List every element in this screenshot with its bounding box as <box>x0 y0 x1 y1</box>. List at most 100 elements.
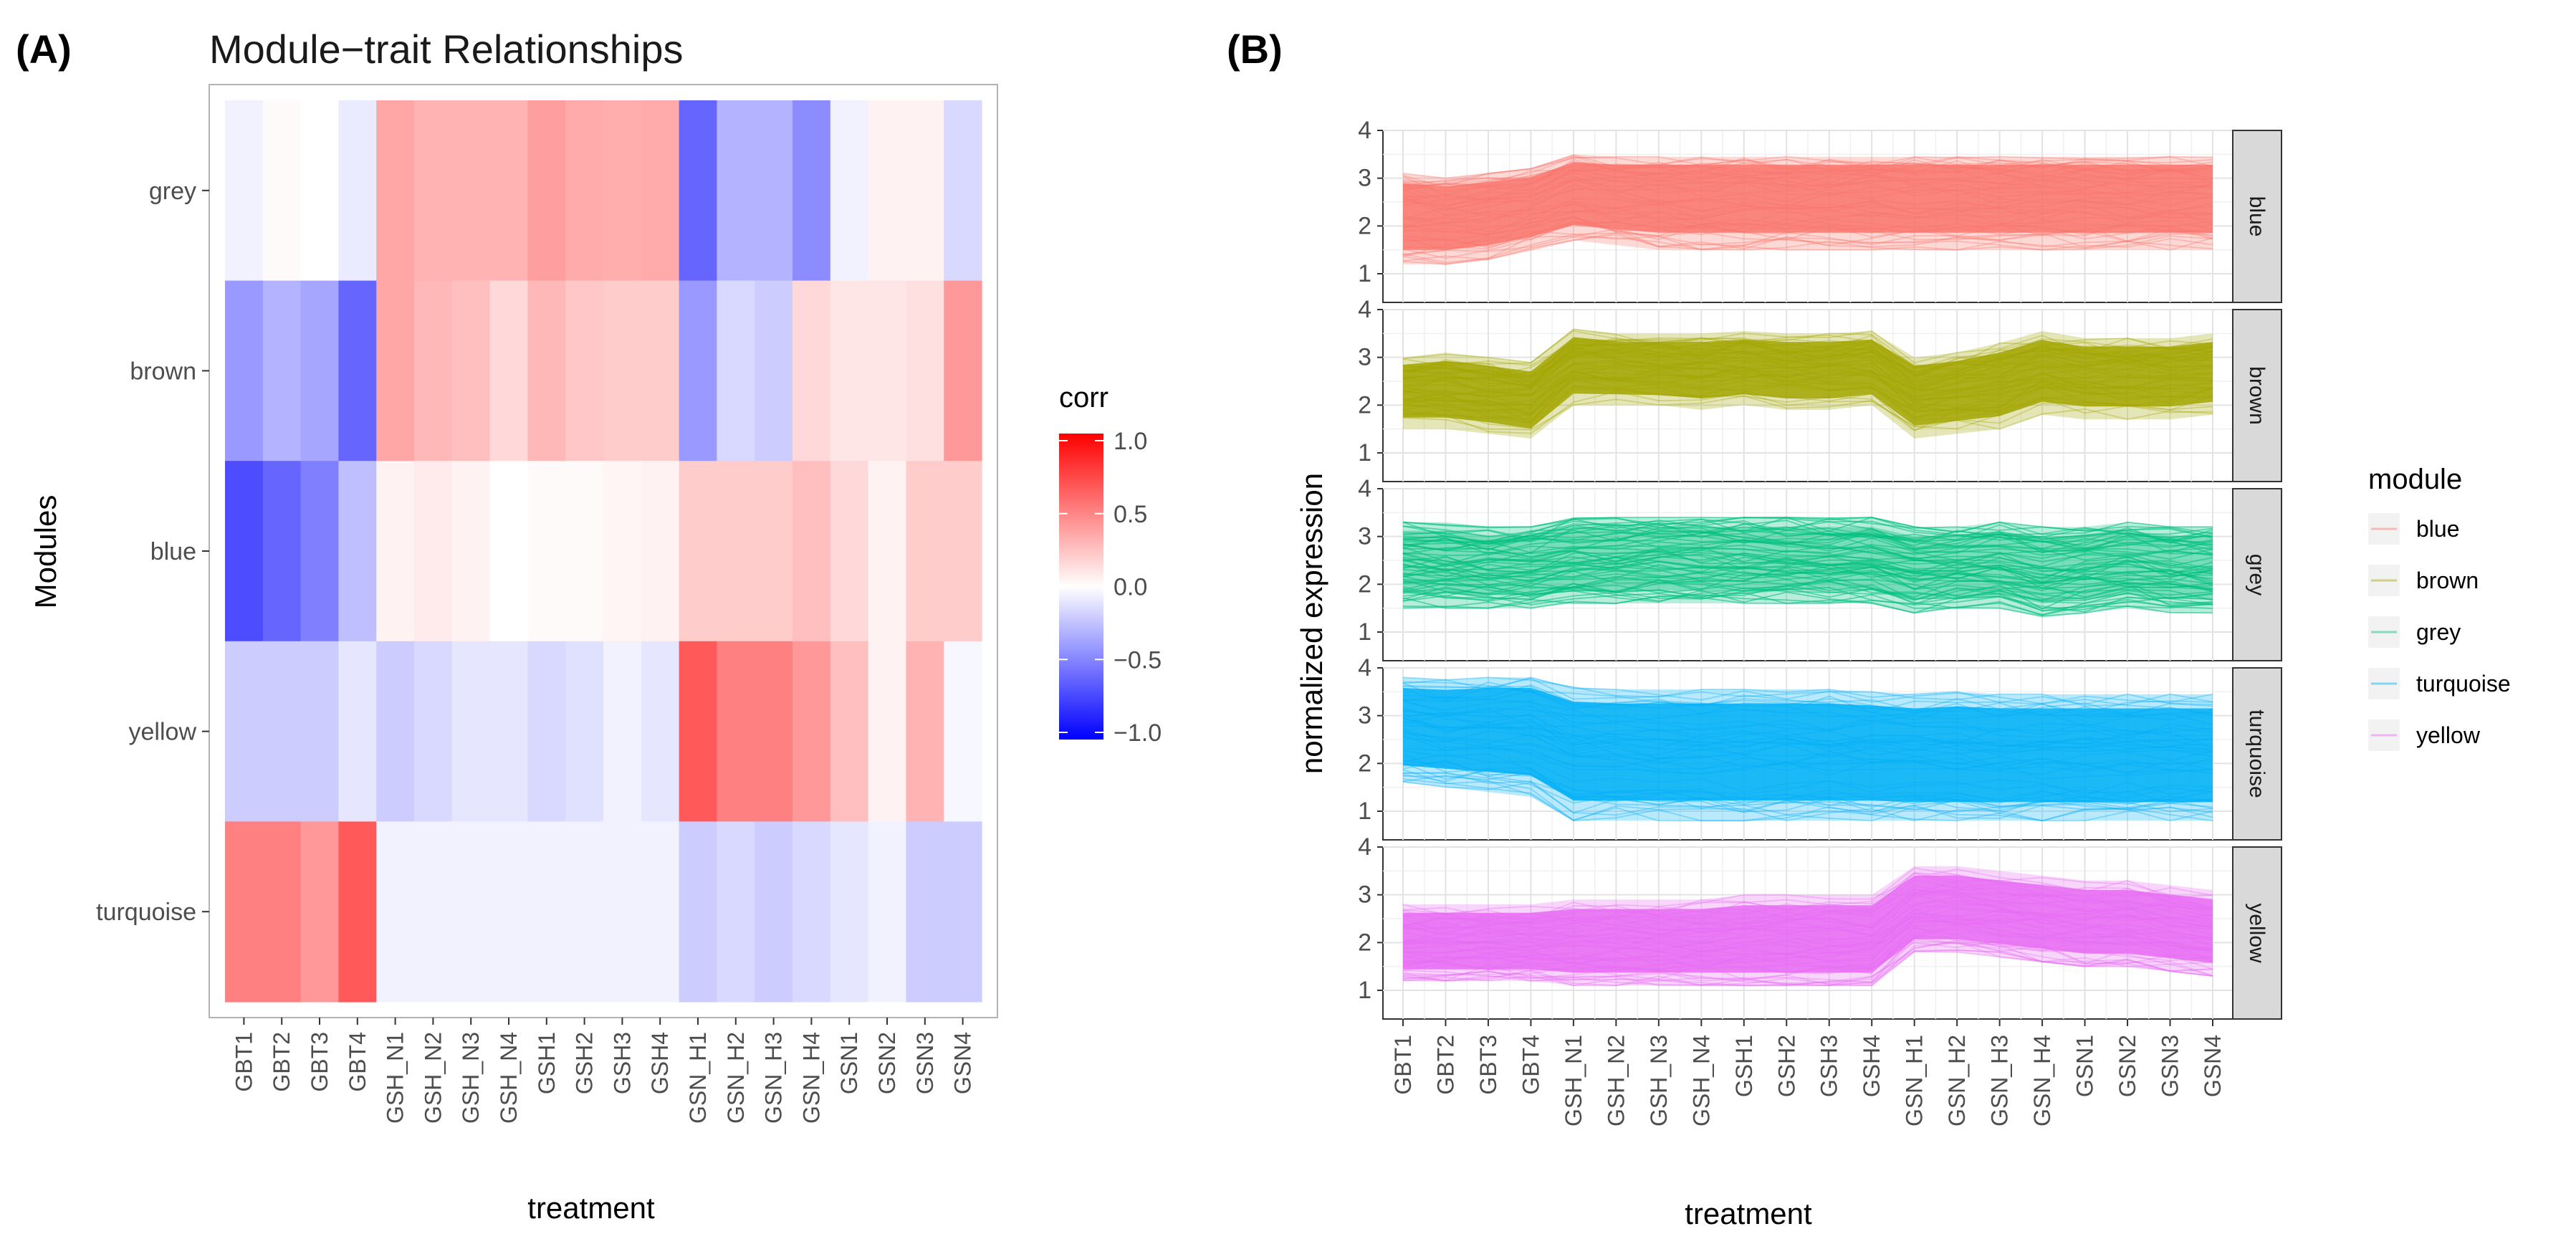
series-trace-grey <box>1402 531 2213 556</box>
corr-legend-tick-label: 1.0 <box>1114 428 1147 455</box>
heatmap-y-tick-label: blue <box>150 538 196 565</box>
series-trace-yellow <box>1402 949 2213 987</box>
series-trace-turquoise <box>1402 733 2213 772</box>
heatmap-x-tick-label: GBT3 <box>307 1032 332 1092</box>
heatmap-x-tick-label: GBT2 <box>269 1032 295 1092</box>
heatmap-y-tick-label: turquoise <box>96 899 196 926</box>
facet-strip <box>2232 488 2282 661</box>
facet-strip-label: turquoise <box>2245 709 2269 798</box>
series-trace-grey <box>1402 570 2213 594</box>
series-trace-turquoise <box>1402 753 2213 793</box>
heatmap-cell <box>868 821 906 1003</box>
panel-label-b: (B) <box>1227 27 1283 72</box>
series-trace-turquoise <box>1402 747 2213 780</box>
heatmap-cell <box>489 821 528 1003</box>
heatmap-cell <box>906 461 944 642</box>
series-trace-brown <box>1402 345 2213 386</box>
series-trace-turquoise <box>1402 686 2213 717</box>
heatmap-cell <box>755 641 793 822</box>
line-x-tick-label: GSH3 <box>1816 1035 1842 1097</box>
series-trace-brown <box>1402 372 2213 412</box>
series-trace-blue <box>1402 158 2213 188</box>
series-trace-turquoise <box>1402 750 2213 796</box>
series-trace-brown <box>1402 338 2213 377</box>
series-trace-yellow <box>1402 929 2213 973</box>
series-trace-yellow <box>1402 887 2213 929</box>
series-trace-turquoise <box>1402 728 2213 773</box>
facet-y-tick-label: 1 <box>1358 439 1371 467</box>
heatmap-cell <box>641 641 680 822</box>
heatmap-cell <box>225 280 264 461</box>
line-x-tick-label: GBT3 <box>1475 1035 1501 1095</box>
heatmap-y-tick-label: grey <box>149 178 196 205</box>
module-legend-key <box>2368 616 2400 648</box>
series-trace-turquoise <box>1402 720 2213 757</box>
heatmap-x-tick-label: GSH_N2 <box>420 1032 446 1124</box>
series-trace-brown <box>1402 348 2213 383</box>
series-trace-brown <box>1402 360 2213 398</box>
series-trace-yellow <box>1402 890 2213 939</box>
heatmap-cell <box>300 280 339 461</box>
facet-brown: 1 2 3 4 brown <box>1358 296 2282 482</box>
series-trace-yellow <box>1402 904 2213 944</box>
series-trace-grey <box>1402 539 2213 564</box>
series-trace-blue <box>1402 166 2213 192</box>
series-trace-brown <box>1402 361 2213 399</box>
series-trace-yellow <box>1402 927 2213 975</box>
facet-y-tick-label: 2 <box>1358 570 1371 598</box>
heatmap-cell <box>262 461 302 642</box>
heatmap-cell <box>414 461 453 642</box>
facet-strip-label: blue <box>2245 196 2269 237</box>
heatmap-cell <box>376 461 415 642</box>
corr-legend-title: corr <box>1059 382 1109 413</box>
series-trace-grey <box>1402 522 2213 545</box>
line-x-tick-label: GSN2 <box>2115 1035 2140 1097</box>
corr-legend-ticks: 1.0 0.5 0.0 −0.5 −1.0 <box>1059 428 1162 747</box>
heatmap-x-tick-label: GSN3 <box>912 1032 938 1094</box>
heatmap-x-tick-label: GSH2 <box>572 1032 598 1094</box>
series-trace-blue <box>1402 217 2213 251</box>
heatmap-cell <box>868 461 906 642</box>
series-trace-grey <box>1402 586 2213 612</box>
line-x-tick-label: GSN4 <box>2200 1035 2226 1097</box>
series-trace-grey <box>1402 527 2213 550</box>
module-legend-label: yellow <box>2416 722 2481 748</box>
series-trace-turquoise <box>1402 724 2213 760</box>
facet-y-tick-label: 4 <box>1358 654 1371 681</box>
heatmap-cells <box>225 100 982 1003</box>
series-trace-turquoise <box>1402 676 2213 707</box>
facet-y-tick-label: 2 <box>1358 750 1371 777</box>
heatmap-y-tick-label: brown <box>130 358 196 385</box>
facet-y-tick-label: 3 <box>1358 523 1371 550</box>
facet-strip-label: grey <box>2245 554 2269 595</box>
series-trace-blue <box>1402 179 2213 211</box>
series-trace-yellow <box>1402 900 2213 949</box>
series-trace-grey <box>1402 595 2213 616</box>
heatmap-x-tick-label: GSH_N3 <box>458 1032 484 1124</box>
series-trace-turquoise <box>1402 700 2213 736</box>
heatmap-cell <box>679 821 717 1003</box>
series-trace-turquoise <box>1402 709 2213 745</box>
series-trace-yellow <box>1402 899 2213 941</box>
heatmap-cell <box>603 641 642 822</box>
heatmap-x-tick-label: GSN2 <box>874 1032 900 1094</box>
series-trace-turquoise <box>1402 707 2213 735</box>
series-trace-blue <box>1402 156 2213 191</box>
heatmap-cell <box>679 100 717 282</box>
heatmap-x-tick-label: GSH4 <box>647 1032 673 1094</box>
series-trace-turquoise <box>1402 708 2213 747</box>
series-core-brown <box>1403 337 2213 429</box>
line-x-tick-label: GSN_H3 <box>1987 1035 2013 1126</box>
series-trace-yellow <box>1402 879 2213 928</box>
series-trace-brown <box>1402 395 2213 431</box>
facet-blue: 1 2 3 4 blue <box>1358 117 2282 303</box>
heatmap-cell <box>641 821 680 1003</box>
series-trace-grey <box>1402 518 2213 543</box>
heatmap-cell <box>603 461 642 642</box>
heatmap-cell <box>868 100 906 282</box>
series-trace-grey <box>1402 567 2213 590</box>
facet-y-tick-label: 1 <box>1358 977 1371 1004</box>
series-trace-blue <box>1402 216 2213 249</box>
series-trace-blue <box>1402 205 2213 225</box>
line-x-tick-label: GSH_N4 <box>1688 1035 1714 1126</box>
